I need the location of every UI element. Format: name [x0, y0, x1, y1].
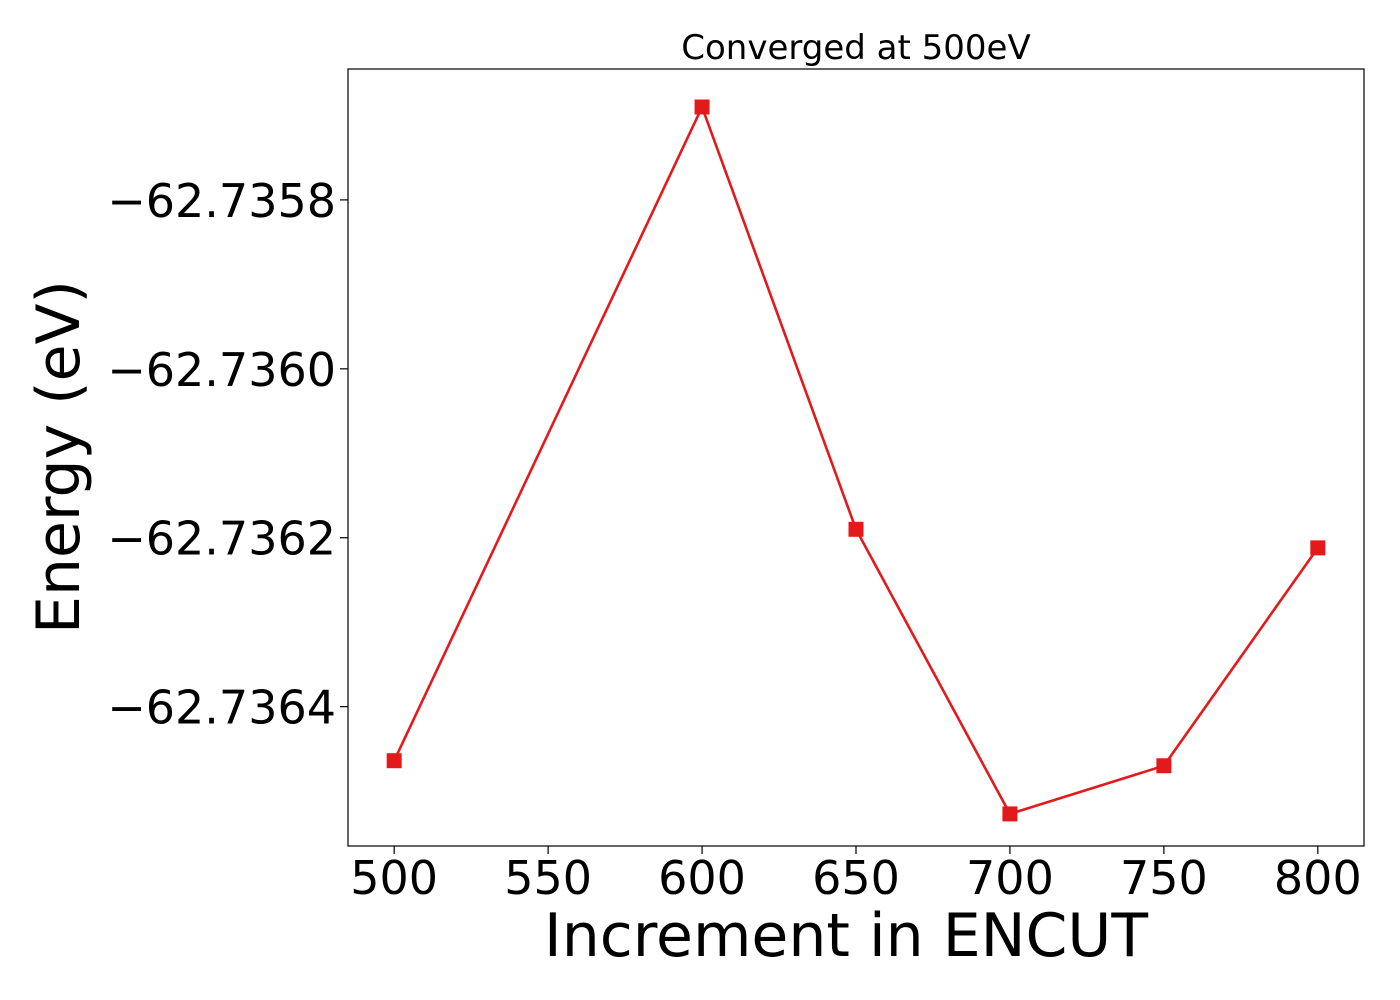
series-line: [393, 105, 1319, 816]
y-axis-label: Energy (eV): [24, 280, 94, 634]
x-tick-label: 550: [504, 851, 592, 905]
y-tick-label: −62.7364: [107, 681, 336, 735]
x-tick-label: 650: [812, 851, 900, 905]
data-point-marker: [694, 99, 710, 115]
data-point-marker: [1002, 806, 1018, 822]
plot-frame: [347, 68, 1365, 847]
x-tick-label: 800: [1274, 851, 1362, 905]
data-point-marker: [848, 521, 864, 537]
x-tick-label: 750: [1120, 851, 1208, 905]
data-point-marker: [1156, 758, 1172, 774]
x-axis-label: Increment in ENCUT: [544, 901, 1148, 971]
data-point-marker: [386, 753, 402, 769]
y-tick-label: −62.7358: [107, 174, 336, 228]
x-tick-label: 700: [966, 851, 1054, 905]
y-axis: −62.7358 −62.7360 −62.7362 −62.7364: [107, 174, 348, 735]
x-tick-label: 600: [658, 851, 746, 905]
x-tick-label: 500: [350, 851, 438, 905]
series-layer: [386, 99, 1326, 822]
chart-title: Converged at 500eV: [681, 28, 1030, 68]
y-tick-label: −62.7362: [107, 512, 336, 566]
y-tick-label: −62.7360: [107, 343, 336, 397]
x-axis: 500 550 600 650 700 750 800: [350, 846, 1362, 905]
data-point-marker: [1310, 540, 1326, 556]
